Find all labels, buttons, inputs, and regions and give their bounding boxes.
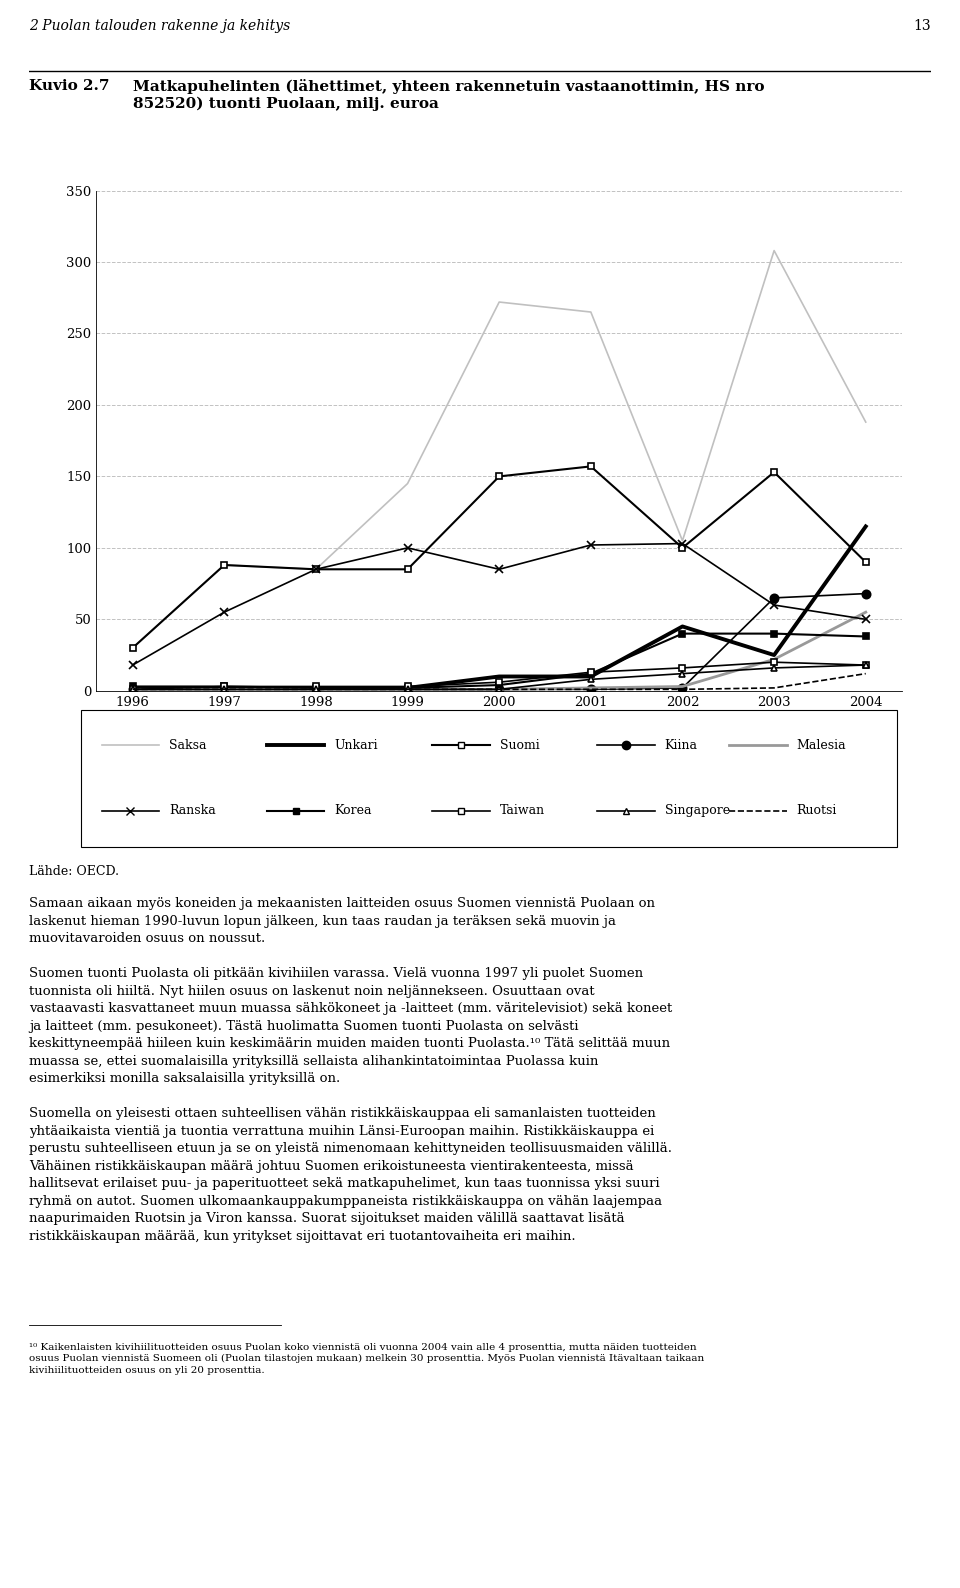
Text: Ranska: Ranska — [169, 805, 216, 818]
Text: Lähde: OECD.: Lähde: OECD. — [29, 865, 119, 878]
Text: Ruotsi: Ruotsi — [797, 805, 837, 818]
Text: Saksa: Saksa — [169, 738, 206, 751]
Text: ¹⁰ Kaikenlaisten kivihiilituotteiden osuus Puolan koko viennistä oli vuonna 2004: ¹⁰ Kaikenlaisten kivihiilituotteiden osu… — [29, 1343, 704, 1375]
Text: Kuvio 2.7: Kuvio 2.7 — [29, 79, 109, 94]
Text: Singapore: Singapore — [664, 805, 730, 818]
Text: Suomi: Suomi — [499, 738, 540, 751]
Text: 2 Puolan talouden rakenne ja kehitys: 2 Puolan talouden rakenne ja kehitys — [29, 19, 290, 33]
Text: Kiina: Kiina — [664, 738, 698, 751]
Text: Taiwan: Taiwan — [499, 805, 544, 818]
Text: 13: 13 — [914, 19, 931, 33]
Text: Unkari: Unkari — [334, 738, 378, 751]
Text: Malesia: Malesia — [797, 738, 847, 751]
Text: Samaan aikaan myös koneiden ja mekaanisten laitteiden osuus Suomen viennistä Puo: Samaan aikaan myös koneiden ja mekaanist… — [29, 897, 672, 1243]
Text: Korea: Korea — [334, 805, 372, 818]
Text: Matkapuhelinten (lähettimet, yhteen rakennetuin vastaanottimin, HS nro
852520) t: Matkapuhelinten (lähettimet, yhteen rake… — [132, 79, 764, 111]
FancyBboxPatch shape — [81, 710, 897, 846]
